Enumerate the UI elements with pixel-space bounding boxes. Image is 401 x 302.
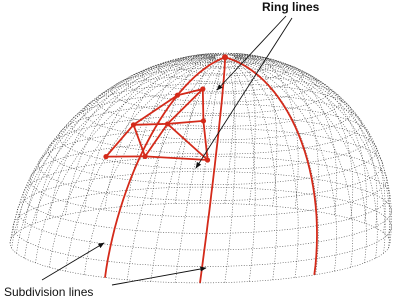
arrow bbox=[217, 16, 286, 90]
node bbox=[201, 118, 206, 123]
red-line bbox=[145, 156, 208, 160]
ring-label: Ring lines bbox=[262, 0, 320, 14]
node bbox=[131, 122, 136, 127]
node bbox=[103, 154, 108, 159]
node bbox=[200, 86, 205, 91]
wire-line bbox=[48, 116, 377, 185]
wire-line bbox=[232, 55, 337, 215]
wire-line bbox=[234, 57, 377, 228]
wire-line bbox=[71, 93, 362, 154]
wire-line bbox=[234, 58, 377, 258]
red-line bbox=[203, 89, 204, 121]
wire-line bbox=[10, 203, 390, 283]
wire-line bbox=[235, 57, 386, 233]
red-line bbox=[225, 57, 317, 275]
wire-line bbox=[230, 54, 298, 208]
red-line bbox=[168, 124, 208, 160]
wire-line bbox=[13, 187, 391, 267]
wire-line bbox=[228, 60, 256, 282]
red-lines bbox=[103, 54, 317, 283]
wire-line bbox=[233, 56, 353, 219]
wire-line bbox=[228, 53, 256, 204]
node bbox=[143, 154, 148, 159]
wire-line bbox=[23, 156, 390, 233]
arrows bbox=[42, 16, 292, 285]
wire-line bbox=[84, 59, 219, 275]
node bbox=[175, 93, 180, 98]
red-line bbox=[106, 125, 134, 157]
wire-line bbox=[83, 83, 352, 139]
red-line bbox=[134, 125, 146, 157]
wire-line bbox=[235, 58, 386, 253]
wire-line bbox=[175, 53, 224, 203]
wire-line bbox=[30, 142, 387, 217]
node bbox=[205, 157, 210, 162]
red-line bbox=[105, 57, 225, 277]
apex bbox=[222, 54, 228, 60]
node bbox=[165, 121, 170, 126]
wire-line bbox=[151, 53, 223, 204]
wire-line bbox=[36, 59, 217, 263]
arrow bbox=[42, 243, 104, 280]
red-line bbox=[168, 121, 204, 124]
red-line bbox=[134, 124, 168, 125]
arrow bbox=[112, 268, 206, 285]
wire-line bbox=[235, 57, 390, 238]
subdivision-label: Subdivision lines bbox=[4, 285, 93, 299]
wire-line bbox=[230, 59, 298, 277]
diagram: Ring lines Subdivision lines bbox=[0, 0, 401, 302]
wire-line bbox=[233, 59, 353, 267]
wire-line bbox=[127, 59, 221, 280]
wire-line bbox=[229, 59, 277, 280]
